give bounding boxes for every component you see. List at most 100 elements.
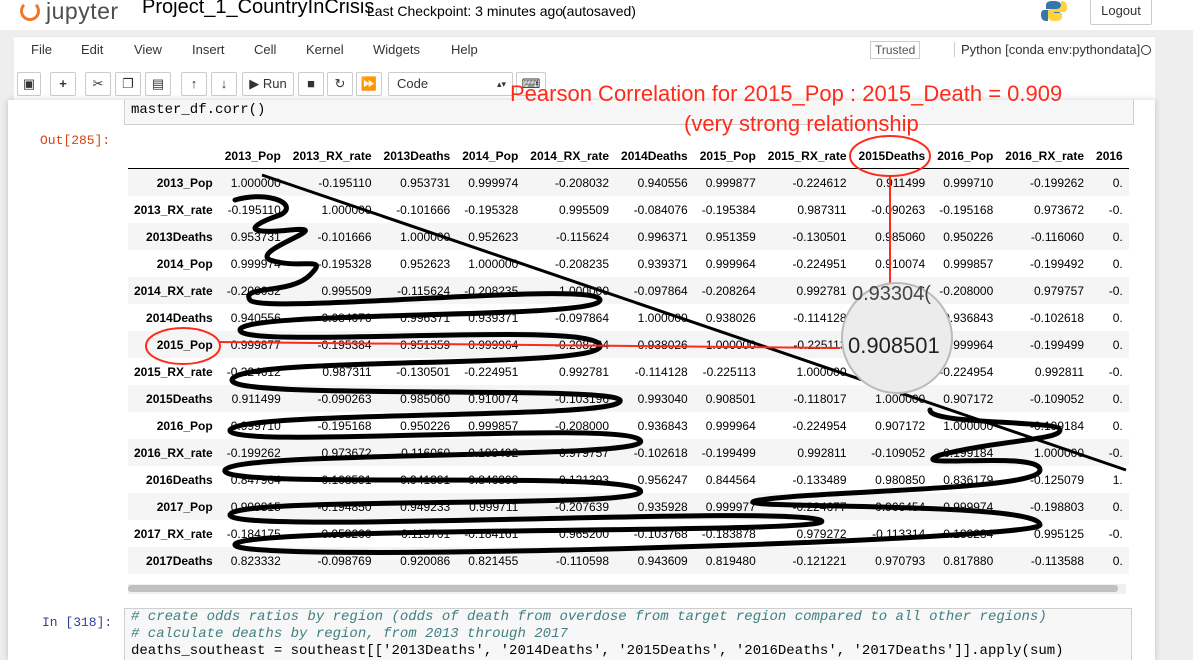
- table-cell: 0.996371: [637, 229, 688, 244]
- table-cell: 1.000000: [400, 229, 451, 244]
- table-row: 2015Deaths 0.911499 -0.090263 0.985060 0.910…: [128, 385, 1129, 412]
- table-cell: 0.987311: [797, 202, 847, 217]
- table-cell: 0.992781: [796, 283, 847, 298]
- keyboard-icon: ⌨: [521, 76, 541, 91]
- logout-button[interactable]: Logout: [1090, 0, 1152, 25]
- table-cell: -0.: [1108, 526, 1123, 541]
- table-cell: -0.115624: [397, 283, 451, 298]
- row-label: 2014_Pop: [156, 256, 213, 271]
- paste-button[interactable]: ▤: [145, 72, 171, 96]
- row-label: 2016Deaths: [146, 472, 213, 487]
- code-input-cell[interactable]: master_df.corr(): [124, 100, 1134, 125]
- table-cell: 0.985060: [875, 229, 926, 244]
- table-cell: 0.943609: [637, 553, 688, 568]
- table-cell: 0.992811: [797, 445, 847, 460]
- table-cell: -0.195384: [701, 202, 756, 217]
- table-cell: 0.: [1112, 337, 1123, 352]
- table-cell: 0.911499: [231, 391, 281, 406]
- highlight-circle-2015pop: [145, 327, 221, 365]
- restart-button[interactable]: ↻: [327, 72, 353, 96]
- row-label: 2017_RX_rate: [134, 526, 213, 541]
- code-comment-1: # create odds ratios by region (odds of …: [131, 609, 1047, 625]
- table-cell: 0.908501: [705, 391, 756, 406]
- cell-type-select[interactable]: Code ▴▾: [388, 72, 513, 96]
- row-label: 2016_Pop: [156, 418, 213, 433]
- menu-view[interactable]: View: [134, 42, 162, 57]
- table-cell: -0.195328: [464, 202, 519, 217]
- table-cell: -0.: [1108, 364, 1123, 379]
- row-label: 2013_RX_rate: [134, 202, 213, 217]
- jupyter-logo-icon: [20, 1, 40, 21]
- table-cell: -0.224612: [792, 175, 847, 190]
- trusted-badge[interactable]: Trusted: [870, 41, 921, 59]
- menu-file[interactable]: File: [31, 42, 52, 57]
- fast-forward-icon: ⏩: [360, 76, 378, 91]
- kernel-name[interactable]: Python [conda env:pythondata]: [954, 42, 1140, 57]
- save-button[interactable]: ▣: [17, 72, 41, 96]
- table-cell: 0.992811: [1034, 364, 1085, 379]
- table-cell: 0.: [1112, 499, 1123, 514]
- notebook-name[interactable]: Project_1_CountryInCrisis: [142, 0, 375, 18]
- menu-cell[interactable]: Cell: [254, 42, 277, 57]
- table-cell: 1.: [1112, 472, 1123, 487]
- scribble-mark: [222, 194, 1063, 555]
- table-cell: -0.199499: [701, 445, 756, 460]
- table-cell: 1.000000: [230, 175, 281, 190]
- table-cell: -0.208032: [554, 175, 610, 190]
- column-header: 2013_RX_rate: [286, 144, 378, 169]
- table-cell: 0.821455: [468, 553, 519, 568]
- restart-run-all-button[interactable]: ⏩: [356, 72, 382, 96]
- table-cell: -0.133489: [792, 472, 847, 487]
- menu-insert[interactable]: Insert: [192, 42, 225, 57]
- move-up-button[interactable]: ↑: [181, 72, 207, 96]
- table-row: 2016_Pop 0.999710 -0.195168 0.950226 0.99985…: [128, 412, 1129, 439]
- table-cell: 0.973672: [1033, 202, 1085, 217]
- table-cell: 0.907172: [875, 418, 926, 433]
- table-cell: -0.102618: [1029, 310, 1085, 325]
- input-prompt: In [318]:: [42, 615, 113, 630]
- table-cell: 0.999974: [468, 175, 519, 190]
- arrow-down-icon: ↓: [220, 76, 228, 91]
- output-prompt: Out[285]:: [40, 133, 111, 148]
- table-cell: -0.: [1108, 283, 1123, 298]
- row-label: 2016_RX_rate: [134, 445, 213, 460]
- jupyter-logo[interactable]: jupyter: [20, 0, 119, 25]
- table-cell: 0.907172: [943, 391, 994, 406]
- cut-button[interactable]: ✂: [85, 72, 111, 96]
- row-label: 2015Deaths: [146, 391, 213, 406]
- menu-help[interactable]: Help: [451, 42, 478, 57]
- table-cell: -0.130501: [396, 364, 451, 379]
- move-down-button[interactable]: ↓: [211, 72, 237, 96]
- column-header: 2015_Pop: [693, 144, 762, 169]
- run-button[interactable]: ▶︎ Run: [242, 72, 294, 96]
- table-cell: -0.195168: [317, 418, 372, 433]
- code-input-cell-2[interactable]: # create odds ratios by region (odds of …: [124, 608, 1132, 660]
- scissors-icon: ✂: [92, 76, 104, 91]
- diagonal-line: [261, 173, 1127, 472]
- row-label: 2014Deaths: [146, 310, 213, 325]
- menu-edit[interactable]: Edit: [81, 42, 104, 57]
- menu-kernel[interactable]: Kernel: [306, 42, 344, 57]
- table-row: 2013_RX_rate -0.195110 1.000000 -0.101666 -0…: [128, 196, 1129, 223]
- row-label: 2013Deaths: [146, 229, 213, 244]
- interrupt-button[interactable]: ■: [298, 72, 324, 96]
- notebook-container: master_df.corr() Out[285]: 2013_Pop 2013_…: [8, 100, 1155, 660]
- table-cell: 1.000000: [637, 310, 688, 325]
- menubar: File Edit View Insert Cell Kernel Widget…: [14, 36, 1155, 65]
- table-cell: 0.953731: [400, 175, 451, 190]
- command-palette-button[interactable]: ⌨: [516, 72, 546, 96]
- insert-cell-button[interactable]: +: [50, 72, 76, 96]
- table-cell: 0.936843: [943, 310, 994, 325]
- copy-button[interactable]: ❐: [115, 72, 141, 96]
- column-header: 2016_RX_rate: [999, 144, 1091, 169]
- scrollbar-thumb[interactable]: [128, 585, 1118, 592]
- table-cell: 1.000000: [875, 391, 926, 406]
- table-cell: -0.090263: [871, 202, 926, 217]
- horizontal-scrollbar[interactable]: [128, 584, 1126, 594]
- column-header: 2014_Pop: [456, 144, 525, 169]
- table-cell: -0.097864: [633, 283, 688, 298]
- table-cell: -0.208235: [554, 256, 610, 271]
- menu-widgets[interactable]: Widgets: [373, 42, 420, 57]
- table-cell: 0.940556: [637, 175, 688, 190]
